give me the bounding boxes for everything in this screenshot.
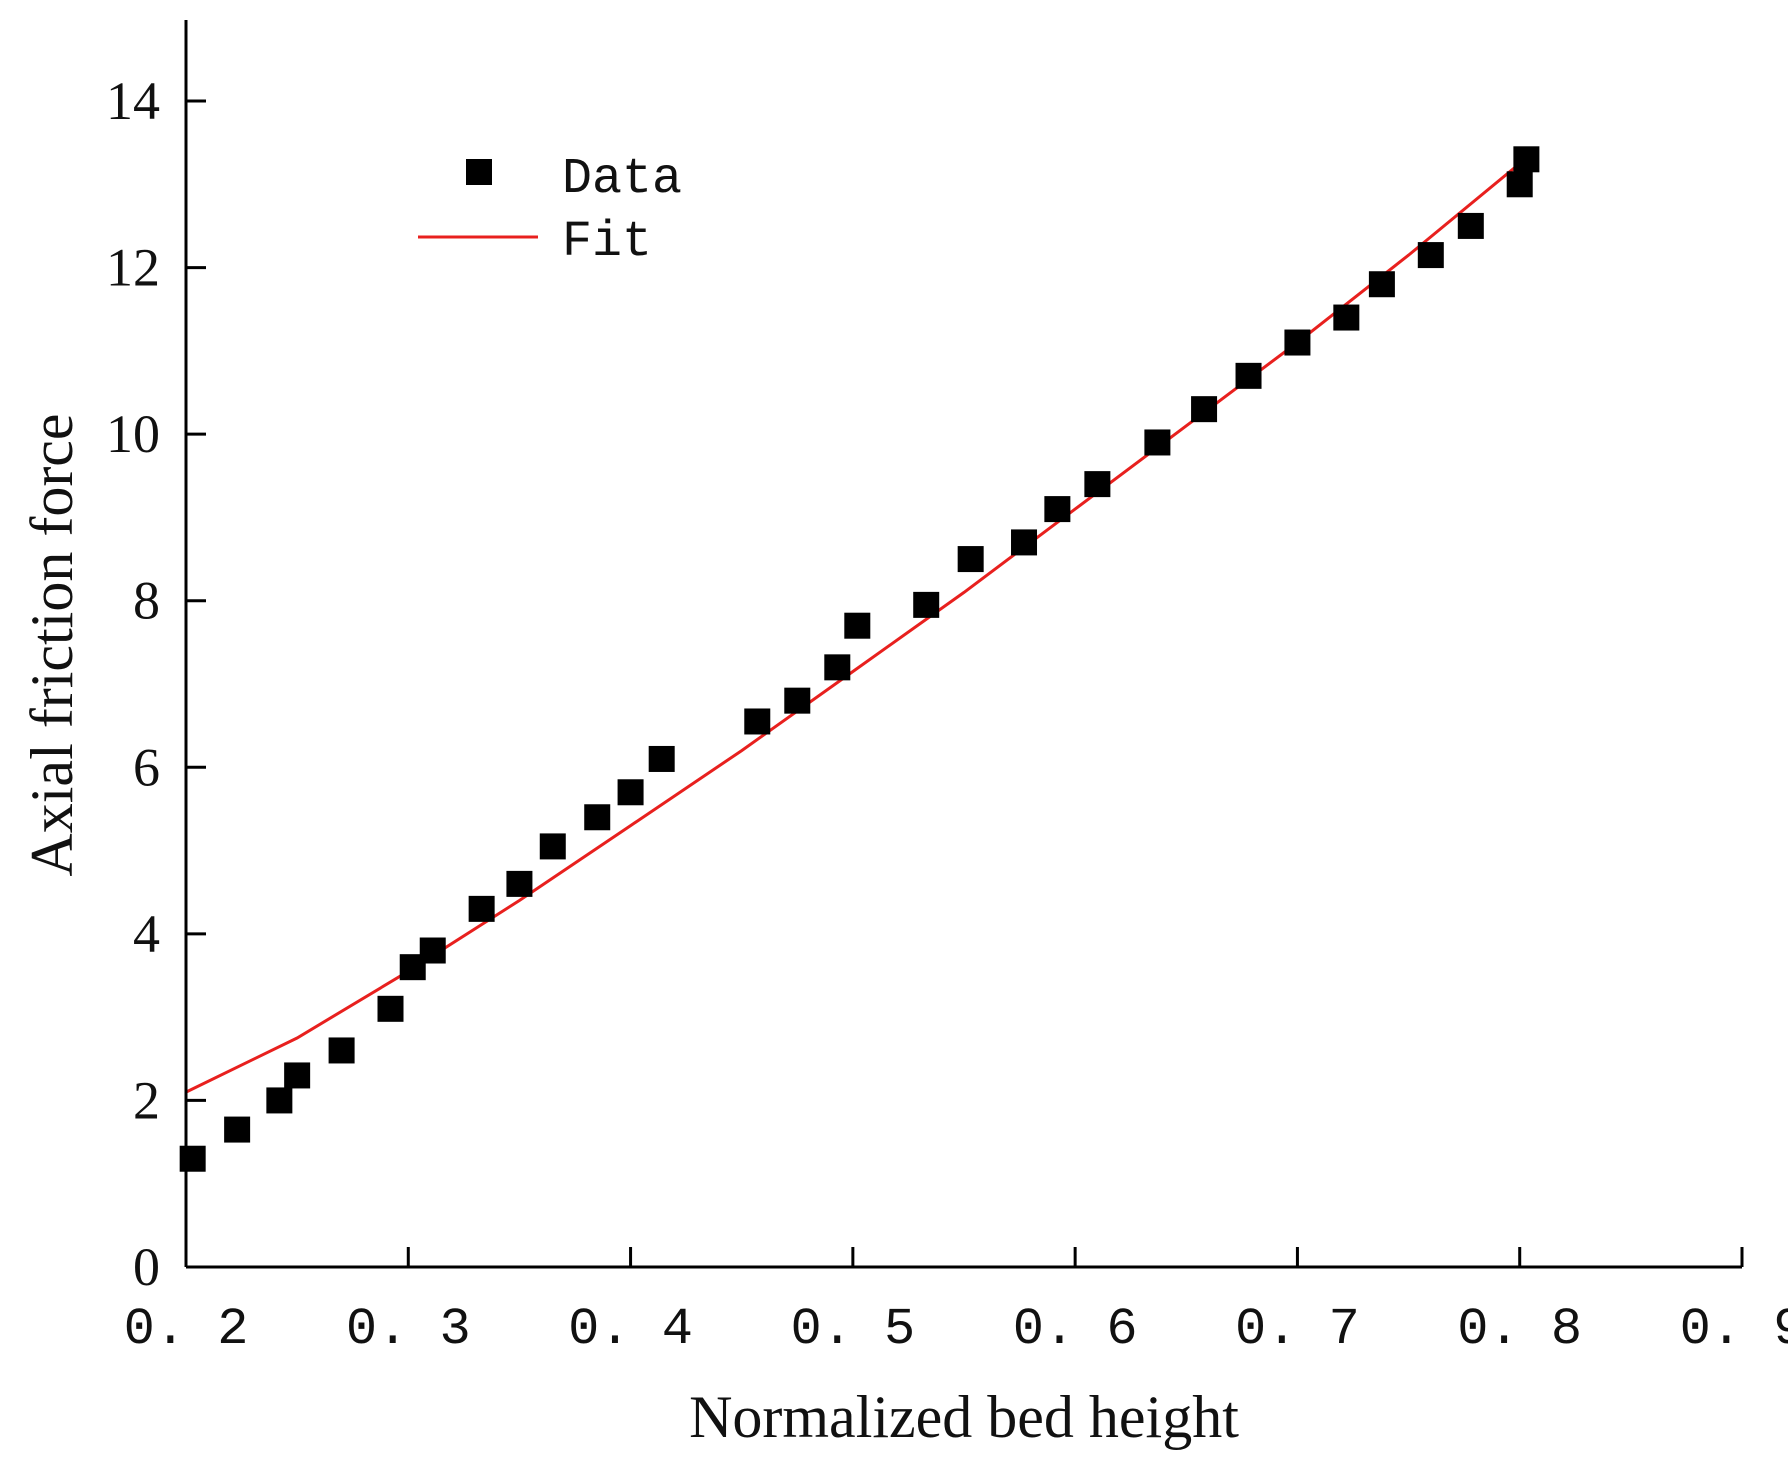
legend: Data Fit [418,151,682,271]
data-point [328,1037,355,1064]
x-tick-label: 0. 4 [568,1300,693,1359]
x-tick-label: 0. 5 [790,1300,915,1359]
y-tick-label: 2 [133,1070,160,1130]
y-tick-label: 10 [106,404,160,464]
data-point [913,591,940,618]
x-tick-label: 0. 7 [1235,1300,1360,1359]
data-point [1506,171,1533,198]
y-tick-label: 8 [133,571,160,631]
data-point [844,612,871,639]
y-tick-label: 12 [106,238,160,298]
x-tick-label: 0. 3 [346,1300,471,1359]
data-point [1144,429,1171,456]
x-tick-label: 0. 9 [1680,1300,1788,1359]
data-point [179,1145,206,1172]
x-tick-label: 0. 6 [1013,1300,1138,1359]
legend-fit-label: Fit [562,214,652,271]
plot-area [179,146,1540,1172]
y-tick-label: 4 [133,904,160,964]
data-point [824,654,851,681]
data-point [617,779,644,806]
axes [184,20,1742,1269]
data-point [1011,529,1038,556]
data-point [1513,146,1540,173]
data-point [648,745,675,772]
y-tick-label: 6 [133,737,160,797]
data-point [584,804,611,831]
data-point [1235,362,1262,389]
data-point [1417,242,1444,269]
data-point [1333,304,1360,331]
data-point [1457,212,1484,239]
data-point [419,937,446,964]
data-point [224,1116,251,1143]
x-axis-title: Normalized bed height [689,1384,1239,1450]
data-point [284,1062,311,1089]
data-point [1191,396,1218,423]
x-tick-label: 0. 2 [124,1300,249,1359]
data-point [377,995,404,1022]
data-point [266,1087,293,1114]
legend-data-label: Data [562,151,682,208]
data-point [1084,471,1111,498]
y-axis-title: Axial friction force [19,413,85,876]
data-point [744,708,771,735]
ticks: 0. 2 0. 3 0. 4 0. 5 0. 6 0. 7 0. 8 0. 9 0 2 4 6 8 10 1… [106,71,1788,1359]
data-point [1284,329,1311,356]
data-point [539,833,566,860]
y-tick-label: 0 [133,1237,160,1297]
data-point [784,687,811,714]
data-point [1044,496,1071,523]
data-point [1368,271,1395,298]
y-tick-label: 14 [106,71,160,131]
data-point [506,870,533,897]
data-point [957,546,984,573]
legend-data-marker [466,159,492,185]
data-point [468,895,495,922]
x-tick-label: 0. 8 [1457,1300,1582,1359]
